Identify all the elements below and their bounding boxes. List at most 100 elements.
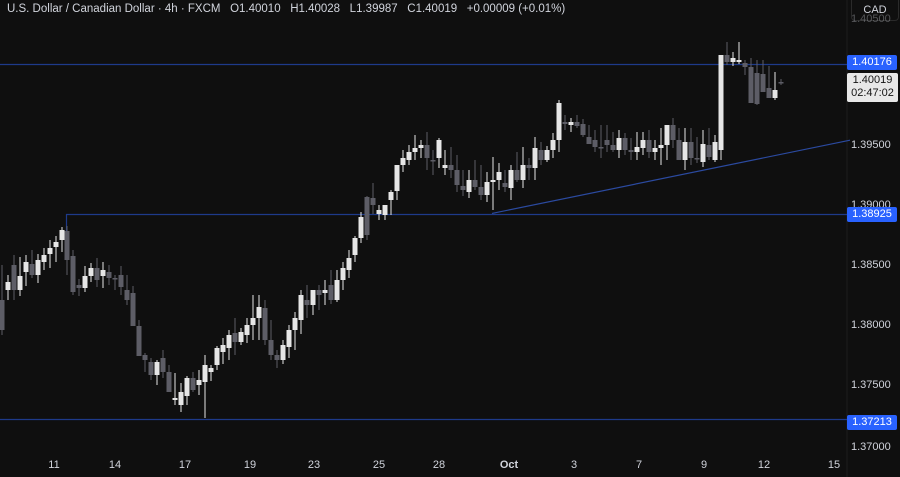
candle-body xyxy=(544,150,550,160)
last-price-tag: 1.40019 02:47:02 xyxy=(847,73,898,102)
candle-body xyxy=(760,74,766,92)
candle-body xyxy=(106,272,112,278)
candle-body xyxy=(742,63,748,67)
candle-body xyxy=(178,392,184,405)
candle-body xyxy=(41,255,47,262)
candle-body xyxy=(694,158,700,160)
currency-button[interactable]: CAD xyxy=(851,0,899,21)
candle-body xyxy=(478,187,484,195)
candle-body xyxy=(484,182,490,195)
candle-body xyxy=(556,103,562,140)
low-value: 1.39987 xyxy=(356,3,398,15)
candle-body xyxy=(418,145,424,148)
candle-body xyxy=(316,290,322,295)
candle-body xyxy=(634,147,640,152)
candle-body xyxy=(112,278,118,280)
last-price: 1.40019 xyxy=(852,74,893,86)
candle-body xyxy=(328,285,334,300)
candle-body xyxy=(400,158,406,165)
time-tick: 17 xyxy=(178,459,192,471)
candle-body xyxy=(574,122,580,126)
candle-body xyxy=(376,210,382,214)
candle-body xyxy=(394,165,400,191)
candle-body xyxy=(706,145,712,157)
candle-body xyxy=(748,67,754,103)
candle-body xyxy=(652,148,658,152)
candle-body xyxy=(47,248,53,254)
candle-body xyxy=(532,148,538,168)
time-tick: Oct xyxy=(499,459,519,471)
candle-body xyxy=(640,140,646,148)
candle-body xyxy=(712,142,718,160)
symbol-title: U.S. Dollar / Canadian Dollar · 4h · FXC… xyxy=(7,3,221,15)
candle-body xyxy=(0,300,5,330)
candle-body xyxy=(11,265,17,290)
candle-body xyxy=(730,58,736,62)
candle-body xyxy=(70,256,76,292)
candle-body xyxy=(100,270,106,276)
high-label: H xyxy=(290,3,299,15)
candle-body xyxy=(766,88,772,98)
candle-body xyxy=(382,205,388,215)
level-tag-low[interactable]: 1.37213 xyxy=(847,415,897,430)
candle-body xyxy=(592,140,598,147)
candle-body xyxy=(508,170,514,188)
candle-body xyxy=(406,152,412,160)
candle-body xyxy=(274,355,280,360)
candle-body xyxy=(598,147,604,149)
price-tick: 1.38000 xyxy=(851,319,891,331)
price-tick: 1.38500 xyxy=(851,259,891,271)
candle-body xyxy=(35,260,41,275)
candle-body xyxy=(670,125,676,140)
high-value: 1.40028 xyxy=(298,3,341,15)
level-tag-resistance[interactable]: 1.40176 xyxy=(847,55,897,70)
time-tick: 14 xyxy=(108,459,122,471)
candle-body xyxy=(214,348,220,365)
candle-body xyxy=(196,380,202,385)
candle-body xyxy=(142,355,148,360)
candle-body xyxy=(676,140,682,160)
time-tick: 9 xyxy=(700,459,708,471)
open-label: O xyxy=(230,3,240,15)
candle-body xyxy=(466,180,472,192)
candle-body xyxy=(202,365,208,382)
candle-body xyxy=(568,122,574,125)
candle-body xyxy=(244,325,250,335)
candle-body xyxy=(520,165,526,180)
time-tick: 3 xyxy=(570,459,578,471)
open-value: 1.40010 xyxy=(239,3,281,15)
candle-body xyxy=(136,326,142,356)
trend-line[interactable] xyxy=(491,139,851,214)
candle-body xyxy=(17,276,23,290)
candle-body xyxy=(610,145,616,150)
candle-body xyxy=(604,140,610,145)
price-tick: 1.37000 xyxy=(851,441,891,453)
candle-body xyxy=(658,145,664,148)
time-tick: 11 xyxy=(48,459,60,471)
candle-body xyxy=(64,231,70,260)
candle-body xyxy=(160,358,166,372)
candle-body xyxy=(262,308,268,340)
change-value: +0.00009 (+0.01%) xyxy=(466,3,566,15)
candle-body xyxy=(646,140,652,152)
low-label: L xyxy=(349,3,357,15)
candle-body xyxy=(130,293,136,326)
candle-body xyxy=(424,145,430,158)
price-tick: 1.37500 xyxy=(851,379,891,391)
candle-body xyxy=(59,230,65,240)
candle-body xyxy=(502,183,508,187)
candle-body xyxy=(154,362,160,375)
candle-body xyxy=(256,307,262,318)
candle-body xyxy=(340,268,346,280)
level-tag-support[interactable]: 1.38925 xyxy=(847,207,897,222)
candle-body xyxy=(700,144,706,162)
candle-body xyxy=(448,165,454,170)
candle-body xyxy=(550,140,556,150)
price-tick: 1.40500 xyxy=(851,13,891,25)
chart-legend: U.S. Dollar / Canadian Dollar · 4h · FXC… xyxy=(7,3,565,15)
candle-body xyxy=(298,295,304,320)
close-value: 1.40019 xyxy=(415,3,458,15)
candle-body xyxy=(148,362,154,375)
candle-body xyxy=(616,138,622,150)
